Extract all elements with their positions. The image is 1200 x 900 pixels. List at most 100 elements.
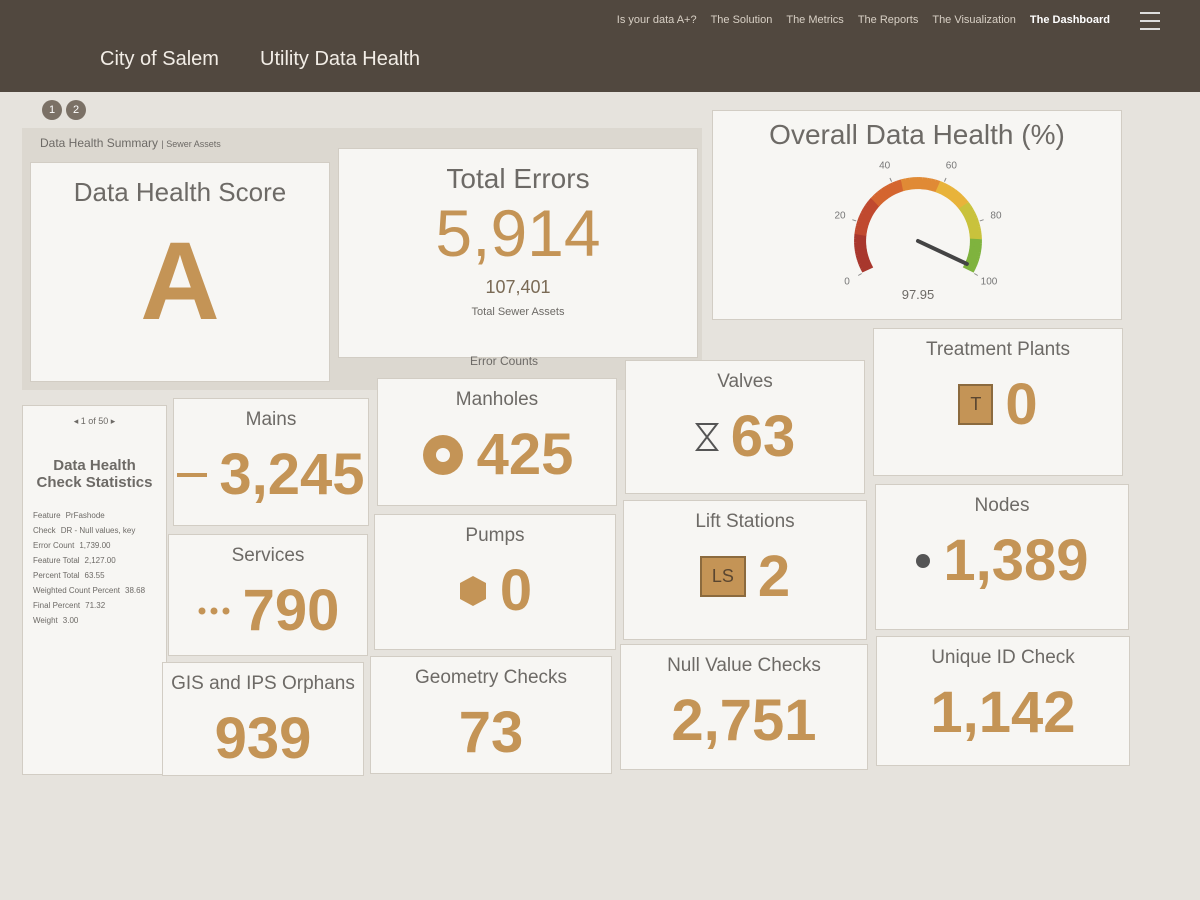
card: Mains 3,245 [173, 398, 369, 526]
nav-link[interactable]: The Reports [857, 14, 919, 26]
card-value-row: 0 [375, 557, 615, 624]
card-value-row: 1,389 [876, 527, 1128, 594]
card-value: 2,751 [671, 688, 817, 753]
card-value-row: LS 2 [624, 543, 866, 610]
stat-value: 63.55 [84, 571, 105, 580]
stat-value: 2,127.00 [84, 556, 116, 565]
gauge: 97.95 0 20 40 60 80 100 [834, 161, 1002, 302]
nav-link[interactable]: The Solution [710, 14, 773, 26]
card-value-row: 63 [626, 403, 864, 470]
app-name: Utility Data Health [260, 48, 421, 70]
card: Pumps 0 [374, 514, 616, 650]
stat-value: 71.32 [85, 601, 106, 610]
stat-key: Feature Total [33, 556, 80, 565]
card-title: Services [231, 545, 305, 566]
pager[interactable]: ◂ 1 of 50 ▸ [73, 416, 116, 426]
card: Manholes 425 [377, 378, 617, 506]
gauge-tick [979, 219, 984, 222]
stat-key: Final Percent [33, 601, 81, 610]
card-value: 73 [458, 700, 524, 765]
stats-panel: ◂ 1 of 50 ▸ Data Health Check Statistics… [22, 405, 167, 775]
card-value-row: 425 [378, 421, 616, 488]
gauge-tick [943, 177, 947, 182]
stat-row: Check DR - Null values, key [33, 526, 166, 535]
stats-rows: Feature PrFashode Check DR - Null values, k… [23, 511, 166, 625]
stat-row: Weighted Count Percent 38.68 [33, 586, 166, 595]
stat-value: 1,739.00 [79, 541, 111, 550]
stat-key: Error Count [33, 541, 75, 550]
page-button[interactable]: 2 [66, 100, 86, 120]
card: Lift Stations LS 2 [623, 500, 867, 640]
card-value: 2 [757, 544, 791, 609]
label: Data Health Summary [40, 136, 159, 150]
card: Valves 63 [625, 360, 865, 494]
pager-text: 1 of 50 [80, 416, 109, 426]
page-button[interactable]: 1 [42, 100, 62, 120]
gauge-band [962, 263, 976, 273]
card-title: Null Value Checks [667, 655, 821, 676]
gauge-card: Overall Data Health (%) 97.95 0 20 40 60 80 1… [712, 110, 1122, 320]
stat-value: DR - Null values, key [60, 526, 136, 535]
errors-value: 5,914 [435, 196, 601, 270]
gauge-tick-label: 0 [844, 277, 850, 288]
stat-key: Check [33, 526, 56, 535]
gauge-needle [916, 239, 969, 266]
card-title: GIS and IPS Orphans [171, 673, 355, 694]
section-title: Error Counts [470, 354, 539, 368]
card-value-row: 3,245 [174, 441, 368, 508]
card: GIS and IPS Orphans 939 [162, 662, 364, 776]
org-name: City of Salem [100, 48, 219, 70]
stat-row: Feature Total 2,127.00 [33, 556, 166, 565]
card-value: 3,245 [219, 442, 365, 507]
card-title: Treatment Plants [926, 339, 1070, 360]
card: Geometry Checks 73 [370, 656, 612, 774]
gauge-tick [889, 177, 893, 182]
card-title: Valves [717, 371, 773, 392]
card-title: Pumps [465, 525, 525, 546]
stat-row: Percent Total 63.55 [33, 571, 166, 580]
summary-label: Data Health Summary | Sewer Assets [40, 136, 221, 150]
nav: Is your data A+? The Solution The Metric… [617, 14, 1110, 26]
gauge-tick-label: 100 [981, 277, 998, 288]
gauge-tick [852, 219, 857, 222]
gauge-tick-label: 80 [990, 210, 1002, 221]
score-card: Data Health Score A [30, 162, 330, 382]
stat-row: Final Percent 71.32 [33, 601, 166, 610]
card-value: 1,389 [943, 528, 1089, 593]
nav-link[interactable]: The Metrics [786, 14, 844, 26]
nav-link[interactable]: The Visualization [932, 14, 1016, 26]
card-value: 790 [242, 578, 340, 643]
card-title: Total Errors [446, 163, 590, 194]
card: Nodes 1,389 [875, 484, 1129, 630]
stat-value: 3.00 [62, 616, 79, 625]
icon [459, 575, 486, 606]
icon [177, 472, 208, 477]
icon [916, 553, 931, 568]
stat-key: Weighted Count Percent [33, 586, 121, 595]
card-title: Manholes [455, 389, 539, 410]
card-value: 1,142 [930, 680, 1076, 745]
nav-link[interactable]: Is your data A+? [616, 14, 697, 26]
card-title: Unique ID Check [931, 647, 1075, 668]
stat-row: Weight 3.00 [33, 616, 166, 625]
stat-key: Feature [33, 511, 61, 520]
stats-title: Data Health Check Statistics [36, 457, 153, 491]
header: City of Salem Utility Data Health Is you… [0, 0, 1200, 92]
card-value: 0 [499, 558, 533, 623]
card-value: 0 [1005, 372, 1038, 437]
errors-card: Total Errors 5,914 107,401 Total Sewer A… [338, 148, 698, 358]
icon [422, 434, 463, 475]
icon-label: LS [699, 556, 746, 597]
card-value: 939 [214, 706, 312, 771]
stat-row: Error Count 1,739.00 [33, 541, 166, 550]
stat-row: Feature PrFashode [33, 511, 166, 520]
gauge-value: 97.95 [902, 287, 935, 302]
stat-key: Percent Total [33, 571, 80, 580]
card-title: Nodes [974, 495, 1030, 516]
gauge-tick [857, 273, 862, 276]
nav-link[interactable]: The Dashboard [1029, 14, 1110, 26]
menu-button[interactable] [1140, 12, 1160, 30]
gauge-title: Overall Data Health (%) [769, 119, 1065, 150]
